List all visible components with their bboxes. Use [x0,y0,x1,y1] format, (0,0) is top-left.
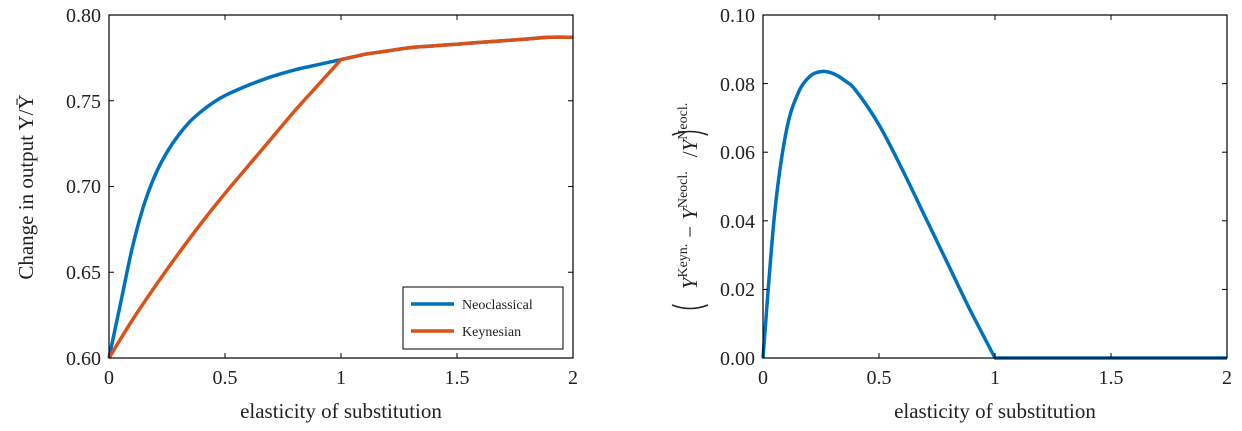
right-y-tick-2: 0.04 [720,211,755,233]
right-series-line-0 [761,69,1227,360]
right-y-axis-label: YKeyn.−YNeocl./YNeocl. [671,103,709,310]
left-x-tick-2: 1 [336,367,346,389]
right-y-label-y1: Y [678,275,702,289]
right-y-tick-1: 0.02 [720,279,755,301]
right-y-tick-labels: 0.00 0.02 0.04 0.06 0.08 0.10 [720,5,755,370]
left-x-axis-label: elasticity of substitution [240,399,442,423]
left-chart: 0 0.5 1 1.5 2 0.60 0.65 0.70 0.75 0.80 e… [14,5,578,423]
left-x-tick-4: 2 [568,367,578,389]
right-x-tick-0: 0 [758,367,768,389]
right-y-label-sup-keyn: Keyn. [676,244,691,278]
right-x-tick-4: 2 [1222,367,1232,389]
right-y-label-minus: − [678,226,702,238]
left-ticks [108,14,574,359]
left-x-tick-0: 0 [104,367,114,389]
left-x-tick-3: 1.5 [445,367,470,389]
right-y-label-slash: / [678,151,702,157]
right-y-tick-4: 0.08 [720,74,755,96]
left-y-tick-0: 0.60 [66,348,101,370]
legend-box [402,286,564,350]
right-ticks [762,14,1228,359]
right-y-label-formula: YKeyn.−YNeocl./YNeocl. [676,103,702,289]
right-y-label-sup-neocl-2: Neocl. [676,103,691,140]
left-series-line-keynesian [107,35,574,359]
left-y-tick-4: 0.80 [66,5,101,27]
right-y-tick-5: 0.10 [720,5,755,27]
left-lines [107,35,574,359]
right-x-tick-3: 1.5 [1099,367,1124,389]
right-y-label-right-paren [671,130,709,136]
right-y-label-left-paren [671,304,709,310]
right-y-label-y3: Y [678,137,702,151]
right-plot-frame [762,14,1228,359]
left-y-tick-3: 0.75 [66,91,101,113]
right-y-label-y2: Y [678,206,702,220]
right-x-tick-2: 1 [990,367,1000,389]
right-x-tick-labels: 0 0.5 1 1.5 2 [758,367,1232,389]
right-y-tick-0: 0.00 [720,348,755,370]
right-x-tick-1: 0.5 [867,367,892,389]
left-y-tick-labels: 0.60 0.65 0.70 0.75 0.80 [66,5,101,370]
right-y-label-sup-neocl-1: Neocl. [676,171,691,208]
right-lines [761,69,1227,360]
legend-label-neoclassical: Neoclassical [462,298,533,313]
left-y-tick-2: 0.70 [66,176,101,198]
left-y-tick-1: 0.65 [66,262,101,284]
legend: Neoclassical Keynesian [402,286,564,350]
left-x-tick-1: 0.5 [213,367,238,389]
right-x-axis-label: elasticity of substitution [894,399,1096,423]
right-y-tick-3: 0.06 [720,142,755,164]
left-x-tick-labels: 0 0.5 1 1.5 2 [104,367,578,389]
legend-label-keynesian: Keynesian [462,325,521,340]
right-chart: 0 0.5 1 1.5 2 0.00 0.02 0.04 0.06 0.08 0… [671,5,1232,423]
left-y-axis-label: Change in output Y/Ȳ [14,94,38,279]
